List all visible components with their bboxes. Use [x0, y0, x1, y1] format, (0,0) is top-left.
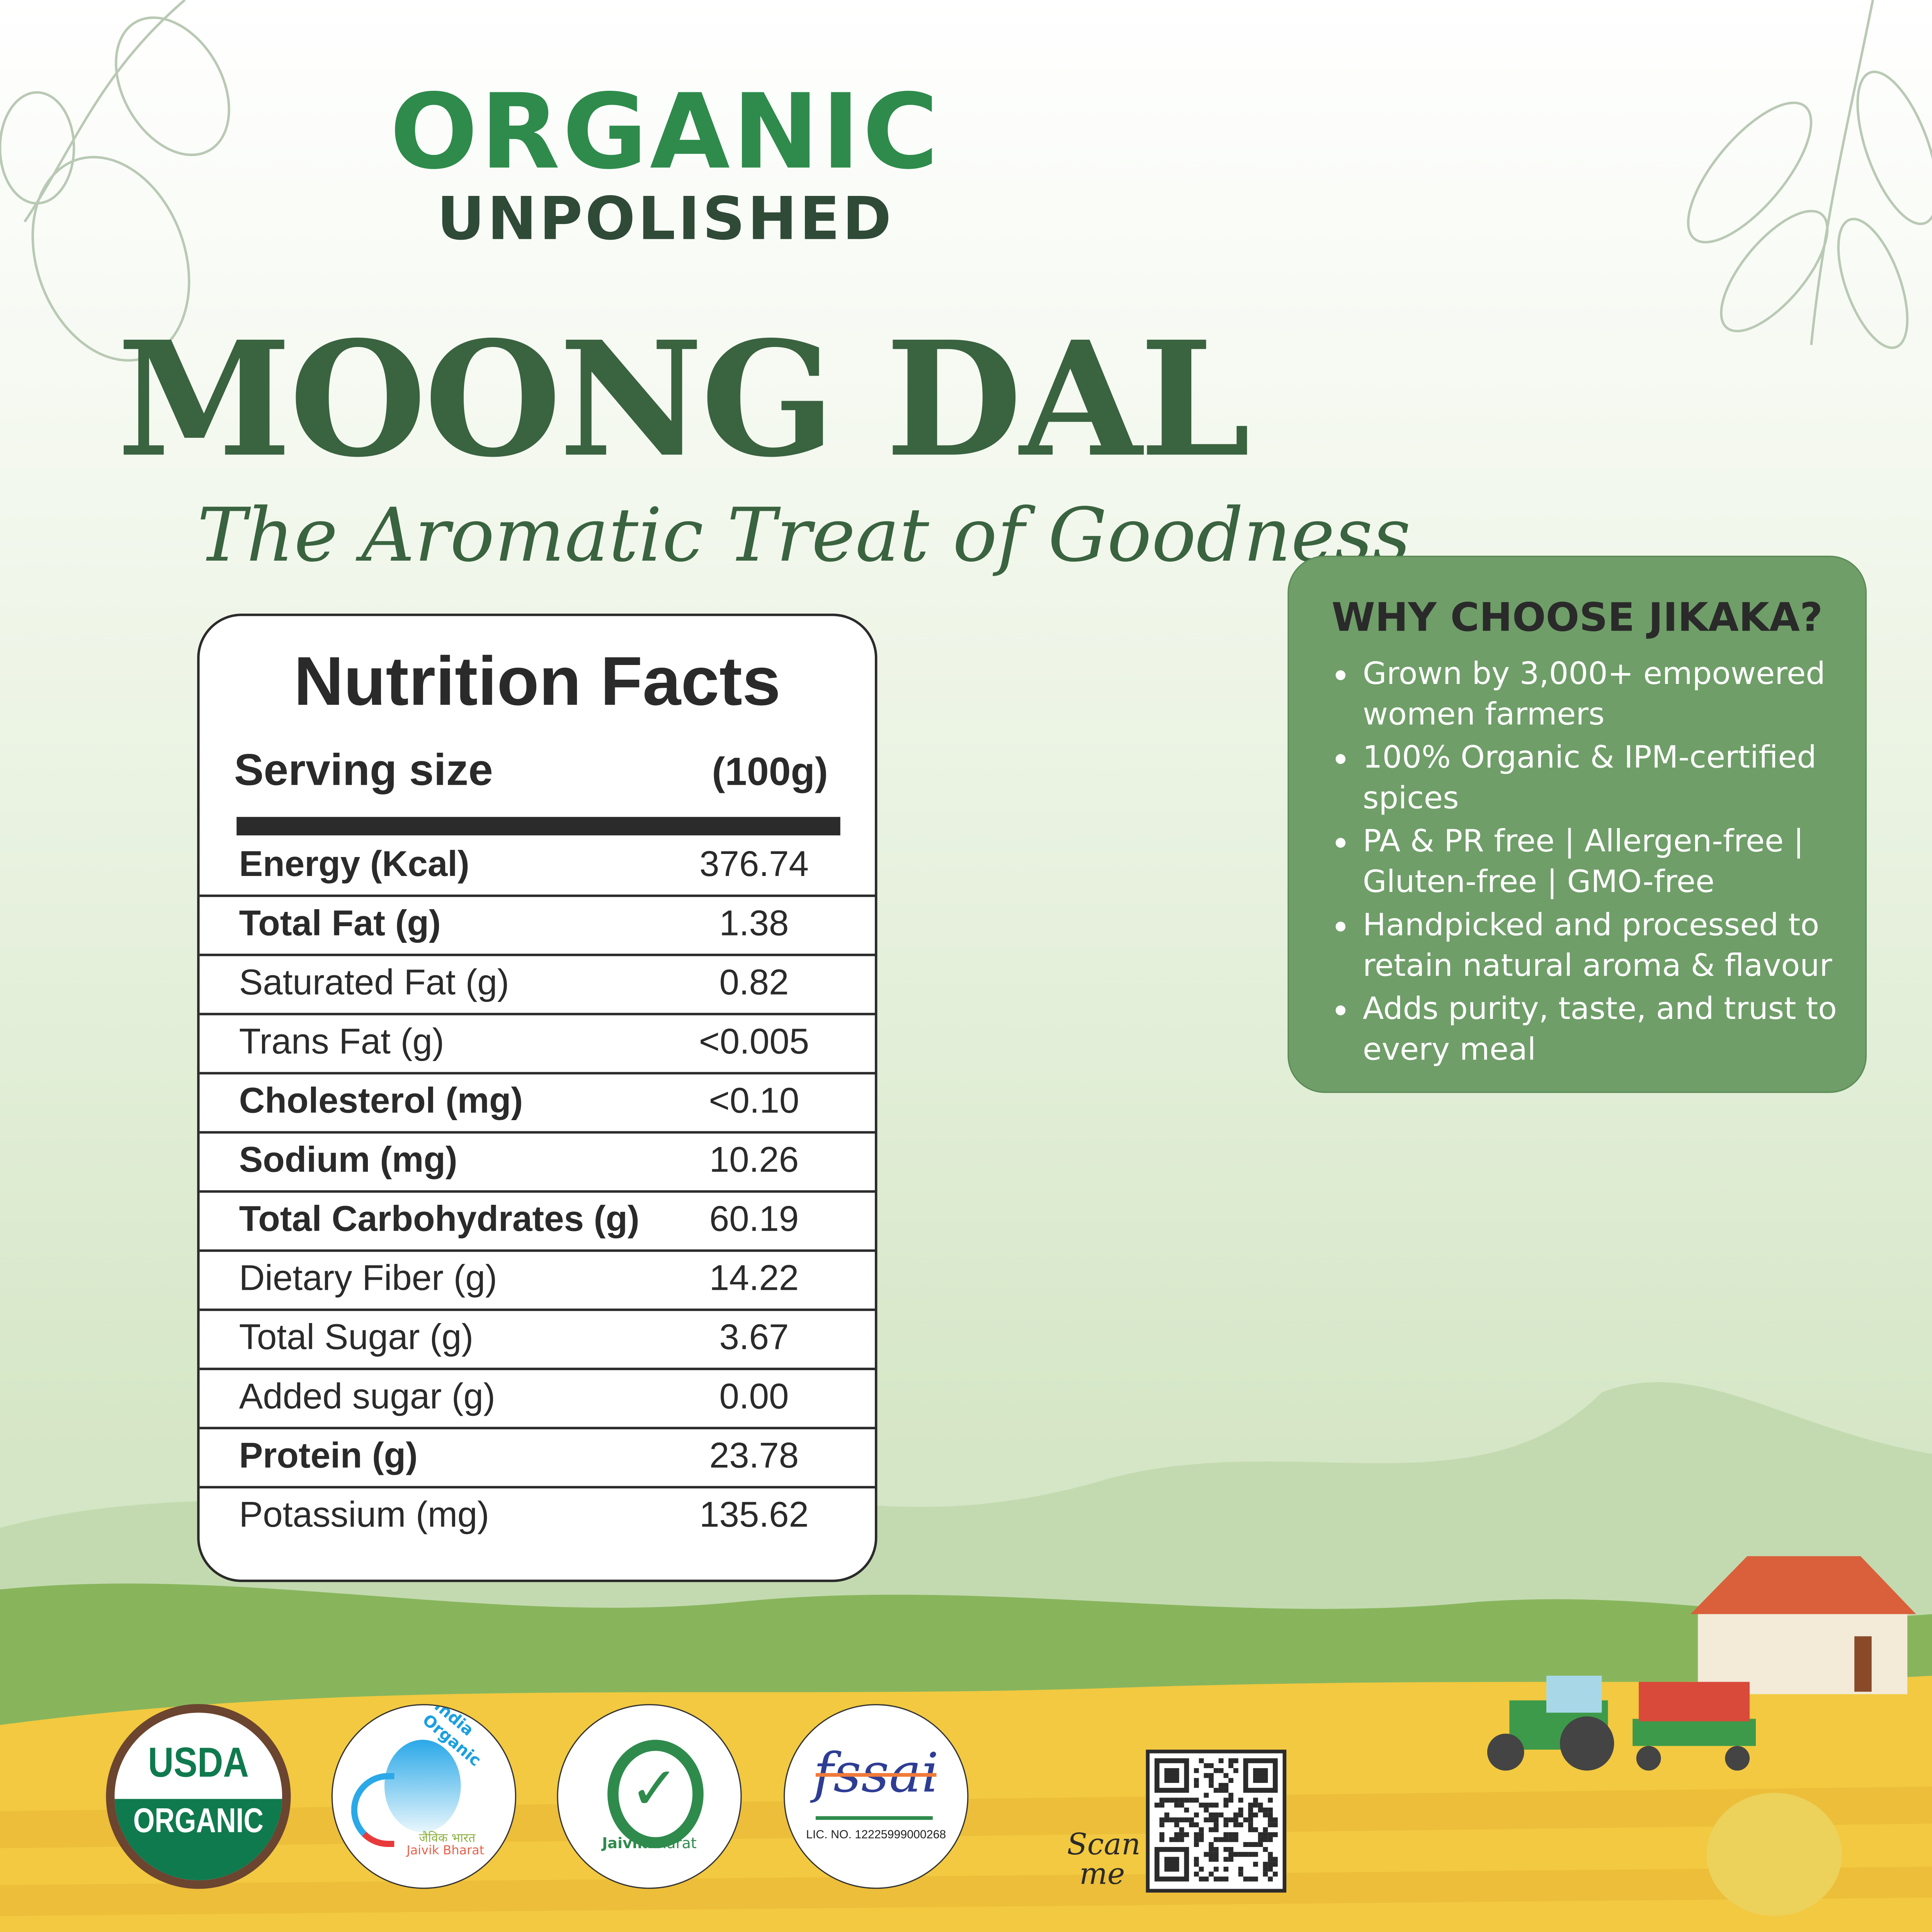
jaivik-bharat-logo: ✓ JaivikBharat [557, 1704, 742, 1889]
nutrition-row: Sodium (mg) 10.26 [199, 1134, 875, 1193]
leaf-decoration-left [0, 0, 230, 362]
serving-size-label: Serving size [234, 744, 493, 795]
heading-unpolished: UNPOLISHED [437, 185, 894, 254]
nutrient-label: Total Sugar (g) [239, 1318, 474, 1358]
nutrient-value: <0.005 [699, 1022, 810, 1062]
nutrition-facts-panel: Nutrition Facts Serving size (100g) Ener… [197, 614, 878, 1582]
leaf-decoration-right [1687, 0, 1932, 349]
nutrition-row: Total Fat (g) 1.38 [199, 897, 875, 956]
nutrient-value: <0.10 [709, 1082, 799, 1121]
nutrition-row: Added sugar (g) 0.00 [199, 1370, 875, 1429]
nutrient-value: 0.82 [719, 963, 789, 1003]
nutrient-label: Protein (g) [239, 1437, 418, 1476]
nutrient-value: 3.67 [719, 1318, 789, 1358]
tractor-icon [1487, 1675, 1756, 1771]
nutrient-label: Added sugar (g) [239, 1378, 495, 1417]
nutrition-rows: Energy (Kcal) 376.74 Total Fat (g) 1.38 Satu… [199, 838, 875, 1545]
nutrient-label: Saturated Fat (g) [239, 963, 509, 1003]
nutrition-row: Total Sugar (g) 3.67 [199, 1311, 875, 1370]
nutrition-row: Energy (Kcal) 376.74 [199, 838, 875, 897]
india-organic-logo: India Organic जैविक भारत Jaivik Bharat [331, 1704, 517, 1889]
nutrition-row: Protein (g) 23.78 [199, 1429, 875, 1489]
nutrient-value: 10.26 [709, 1141, 799, 1180]
nutrient-label: Trans Fat (g) [239, 1022, 444, 1062]
nutrient-label: Sodium (mg) [239, 1141, 457, 1180]
why-point: Handpicked and processed to retain natur… [1363, 905, 1880, 986]
qr-code[interactable] [1146, 1750, 1287, 1893]
usda-text: USDA [148, 1740, 249, 1787]
nutrient-label: Total Carbohydrates (g) [239, 1200, 639, 1240]
nutrition-row: Cholesterol (mg) <0.10 [199, 1075, 875, 1134]
nutrient-value: 60.19 [709, 1200, 799, 1240]
nutrient-label: Energy (Kcal) [239, 845, 469, 885]
nutrient-value: 0.00 [719, 1378, 789, 1417]
nutrient-label: Total Fat (g) [239, 904, 441, 944]
jaivik-text: Jaivik [602, 1835, 647, 1852]
license-number: LIC. NO. 12225999000268 [806, 1828, 946, 1842]
why-point: Grown by 3,000+ empowered women farmers [1363, 653, 1880, 734]
nutrition-row: Trans Fat (g) <0.005 [199, 1015, 875, 1075]
organic-text: ORGANIC [133, 1801, 264, 1840]
nutrient-value: 14.22 [709, 1259, 799, 1299]
nutrient-label: Cholesterol (mg) [239, 1082, 523, 1121]
scan-text: Scan [1067, 1827, 1141, 1862]
why-choose-box: WHY CHOOSE JIKAKA? Grown by 3,000+ empow… [1287, 556, 1867, 1093]
hindi-text: जैविक भारत [419, 1832, 476, 1846]
why-point: PA & PR free | Allergen-free | Gluten-fr… [1363, 821, 1880, 902]
scan-me-label: Scan me [1067, 1830, 1140, 1889]
me-text: me [1079, 1857, 1125, 1891]
why-point: 100% Organic & IPM-certified spices [1363, 737, 1880, 818]
bharat-text: Bharat [647, 1835, 697, 1852]
tagline: The Aromatic Treat of Goodness [197, 493, 1411, 579]
nutrient-value: 376.74 [699, 845, 809, 885]
nutrient-label: Potassium (mg) [239, 1496, 490, 1536]
heading-organic: ORGANIC [389, 71, 941, 192]
product-name: MOONG DAL [117, 308, 1250, 493]
nutrition-title: Nutrition Facts [294, 642, 781, 720]
usda-organic-logo: USDA ORGANIC [106, 1704, 291, 1889]
nutrition-row: Total Carbohydrates (g) 60.19 [199, 1193, 875, 1252]
hay-bale-icon [1706, 1793, 1842, 1916]
nutrient-value: 23.78 [709, 1437, 799, 1476]
fssai-logo: fssai LIC. NO. 12225999000268 [784, 1704, 969, 1889]
nutrition-row: Saturated Fat (g) 0.82 [199, 956, 875, 1015]
nutrition-row: Potassium (mg) 135.62 [200, 1488, 875, 1545]
nutrition-row: Dietary Fiber (g) 14.22 [199, 1252, 875, 1311]
why-point: Adds purity, taste, and trust to every m… [1363, 988, 1880, 1069]
nutrient-value: 135.62 [699, 1496, 809, 1536]
divider-thick [236, 817, 840, 835]
why-title: WHY CHOOSE JIKAKA? [1332, 594, 1823, 641]
why-list: Grown by 3,000+ empowered women farmers … [1338, 653, 1880, 1072]
jaivik-bharat-text: Jaivik Bharat [406, 1844, 485, 1858]
serving-size-value: (100g) [712, 749, 828, 794]
nutrient-value: 1.38 [719, 904, 789, 944]
house-icon [1690, 1556, 1916, 1694]
nutrient-label: Dietary Fiber (g) [239, 1259, 497, 1299]
